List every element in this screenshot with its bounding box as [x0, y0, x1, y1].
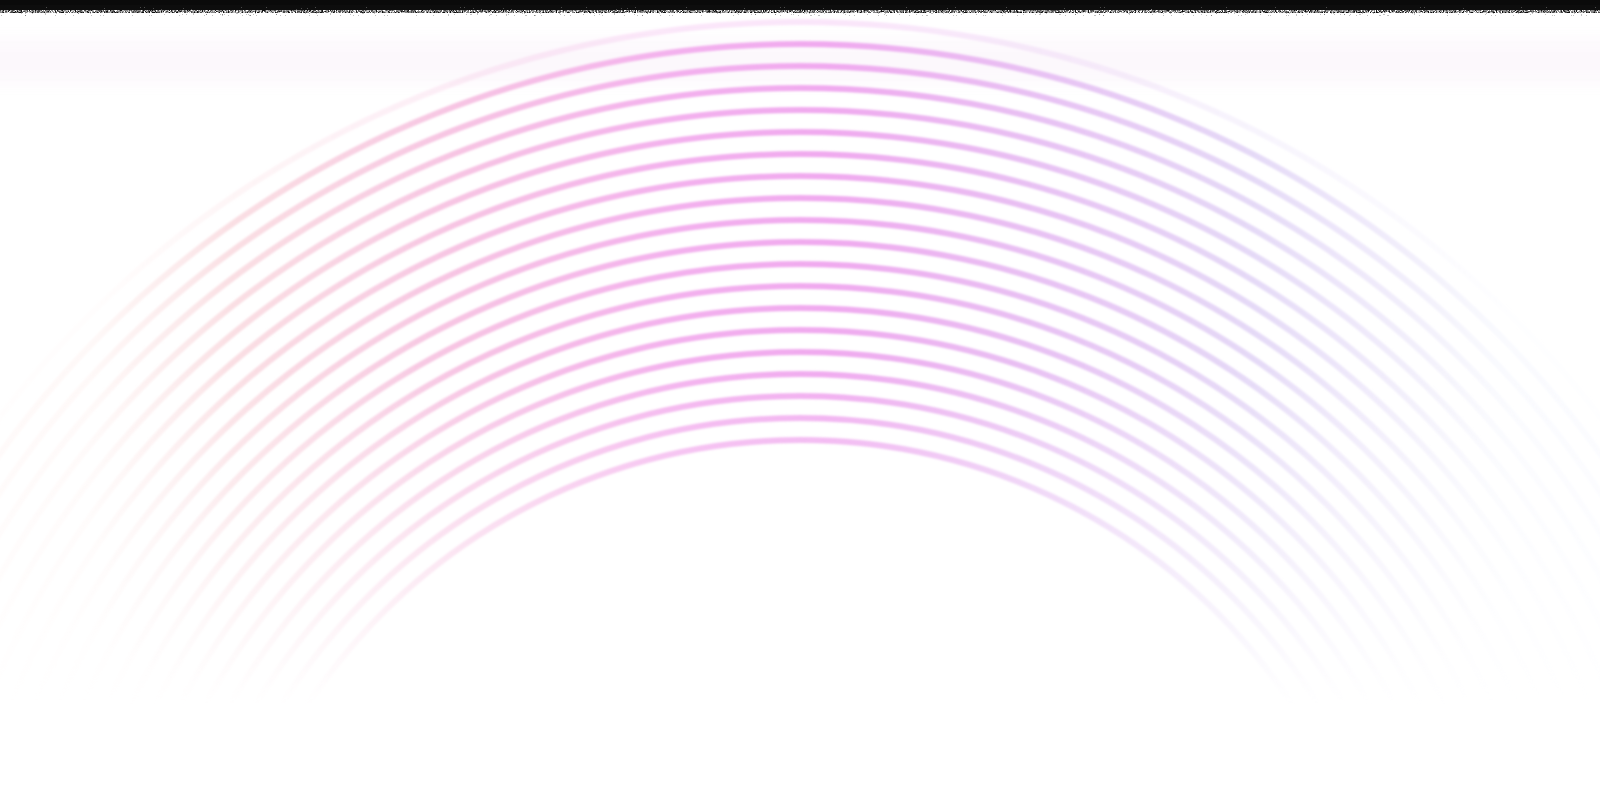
ring-circle: [0, 129, 1600, 629]
ring-circle: [0, 19, 1600, 423]
ring-circle: [43, 239, 1557, 800]
ring-circle: [0, 107, 1600, 582]
ring-circle: [0, 41, 1600, 460]
noise-bar-dither-dense: [0, 5, 1600, 10]
ring-circle: [135, 327, 1465, 800]
ring-circle: [0, 173, 1600, 741]
noise-bar-dither-rare: [0, 14, 1600, 20]
ring-circle: [66, 261, 1534, 800]
ring-circle: [159, 349, 1441, 800]
ring-circle: [253, 437, 1347, 800]
ring-circle: [0, 85, 1600, 539]
ring-circle: [229, 415, 1371, 800]
ring-circle: [89, 283, 1511, 800]
noise-bar: [0, 0, 1600, 20]
ring-circle: [0, 151, 1600, 681]
ring-circle: [0, 63, 1600, 499]
ring-circle: [182, 371, 1418, 800]
ring-circle: [205, 393, 1395, 800]
noise-bar-solid: [0, 0, 1600, 7]
top-tint-band: [0, 38, 1600, 84]
noise-bar-dither-half: [0, 8, 1600, 13]
ring-circle: [0, 195, 1600, 800]
ring-circle: [20, 217, 1580, 800]
rings-group: [0, 19, 1600, 800]
ring-circle: [112, 305, 1488, 800]
noise-bar-dither-sparse: [0, 11, 1600, 16]
